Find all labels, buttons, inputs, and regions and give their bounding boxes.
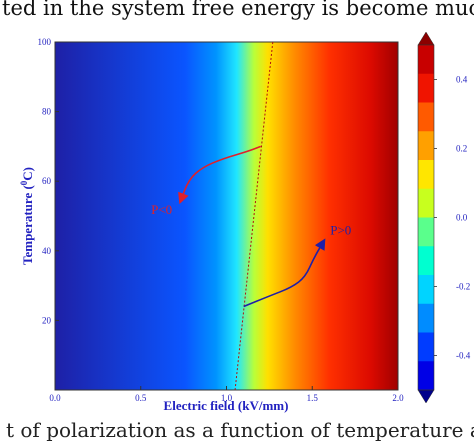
x-tick-label: 1.5 [307,393,319,403]
colorbar-min-extension [417,389,435,404]
bottom-caption-text: t of polarization as a function of tempe… [6,418,474,442]
polarization-label-positive: P>0 [330,222,351,237]
y-axis-title-pre: Temperature ( [20,185,35,265]
y-axis: 20 40 60 80 100 [38,37,59,325]
x-axis: 0.0 0.5 1.0 1.5 2.0 [49,386,404,403]
colorbar-segment [418,217,434,247]
colorbar-segment [418,188,434,218]
colorbar-tick-label: 0.4 [456,75,468,85]
x-tick-label: 0.0 [49,393,61,403]
colorbar-segment [418,246,434,276]
x-axis-title: Electric field (kV/mm) [164,398,289,413]
colorbar-segment [418,131,434,161]
y-tick-label: 60 [42,176,52,186]
colorbar: -0.4 -0.2 0.0 0.2 0.4 [417,31,471,404]
y-axis-title-superscript: 0 [19,180,29,185]
colorbar-tick-label: 0.0 [456,213,468,223]
colorbar-segment [418,332,434,362]
polarization-path-positive [243,238,326,308]
colorbar-segment [418,160,434,190]
colorbar-segment [418,45,434,75]
y-tick-label: 20 [42,315,52,325]
colorbar-tick-label: -0.2 [456,282,470,292]
colorbar-segment [418,102,434,132]
polarization-path-negative [178,145,262,205]
colorbar-segment [418,361,434,391]
annotation-layer: P<0 P>0 [151,41,351,391]
y-tick-label: 100 [38,37,52,47]
colorbar-segment [418,73,434,103]
y-axis-title: Temperature (0C) [19,167,35,265]
x-tick-label: 0.5 [135,393,147,403]
colorbar-tick-label: 0.2 [456,144,467,154]
polarization-label-negative: P<0 [151,202,172,217]
x-tick-label: 2.0 [392,393,404,403]
colorbar-max-extension [417,31,435,46]
colorbar-segment [418,303,434,333]
x-tick-label: 1.0 [221,393,233,403]
y-axis-title-post: C) [20,167,35,181]
heatmap-plot-area [54,41,399,391]
colorbar-segment [418,275,434,305]
colorbar-tick-label: -0.4 [456,351,471,361]
top-caption-text: ted in the system free energy is become … [2,0,474,20]
y-tick-label: 80 [42,107,52,117]
y-tick-label: 40 [42,246,52,256]
